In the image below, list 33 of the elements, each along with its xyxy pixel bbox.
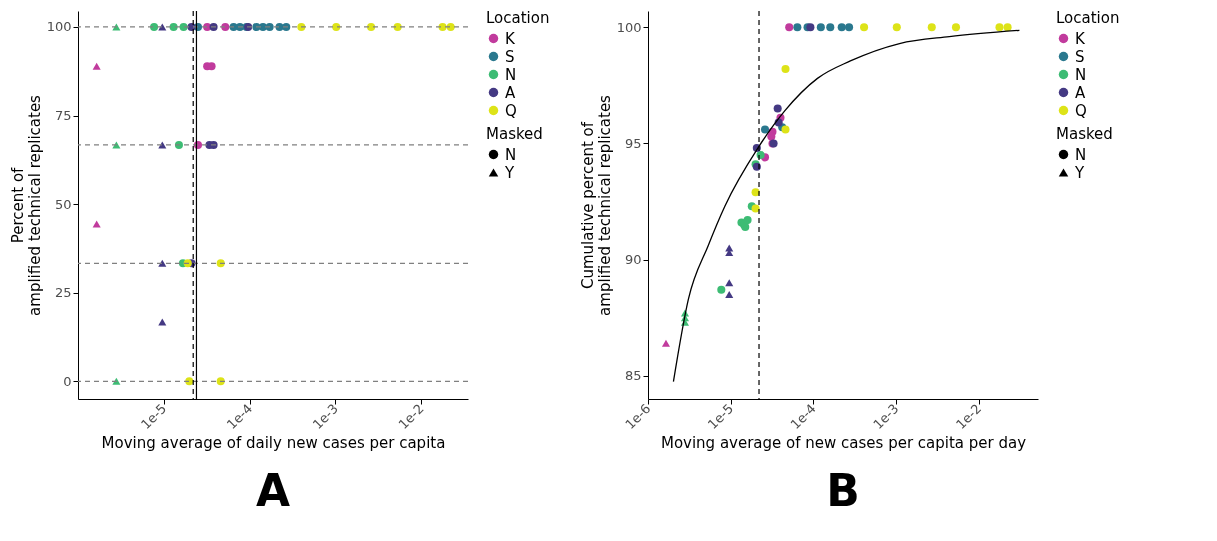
legend-label: Q [1075,101,1087,120]
y-tick-label: 25 [54,285,72,301]
legend-label: S [1075,47,1085,66]
y-tick-label: 90 [624,252,642,268]
x-axis-title: Moving average of daily new cases per capita [101,434,446,453]
legend-label: N [505,65,517,84]
legend-label: K [1075,29,1086,48]
y-tick-label: 75 [54,108,72,124]
text: Y [1074,163,1085,182]
text: A [255,464,291,516]
legend-label: N [1075,65,1087,84]
y-tick-label: 50 [54,196,72,212]
x-axis-title: Moving average of new cases per capita per day [660,434,1027,453]
legend-label: K [505,29,516,48]
y-tick-label: 0 [63,373,72,389]
legend-label: Q [505,101,517,120]
text: Masked [486,125,543,143]
y-axis-title: Cumulative percent of amplified technical replicates [578,94,614,316]
text: Y [504,163,515,182]
legend-label: A [505,83,516,102]
y-tick-label: 100 [616,19,642,35]
y-tick-label: 85 [624,368,642,384]
y-axis-title: Percent of amplified technical replicates [8,94,44,316]
legend-label: S [505,47,515,66]
legend-title: Location [1056,9,1120,27]
text: Masked [1056,125,1113,143]
text: N [1075,145,1087,164]
legend-title: Location [486,9,550,27]
text: B [826,464,860,516]
y-tick-label: 100 [46,19,72,35]
legend-label: A [1075,83,1086,102]
text: N [505,145,517,164]
y-tick-label: 95 [624,135,642,151]
